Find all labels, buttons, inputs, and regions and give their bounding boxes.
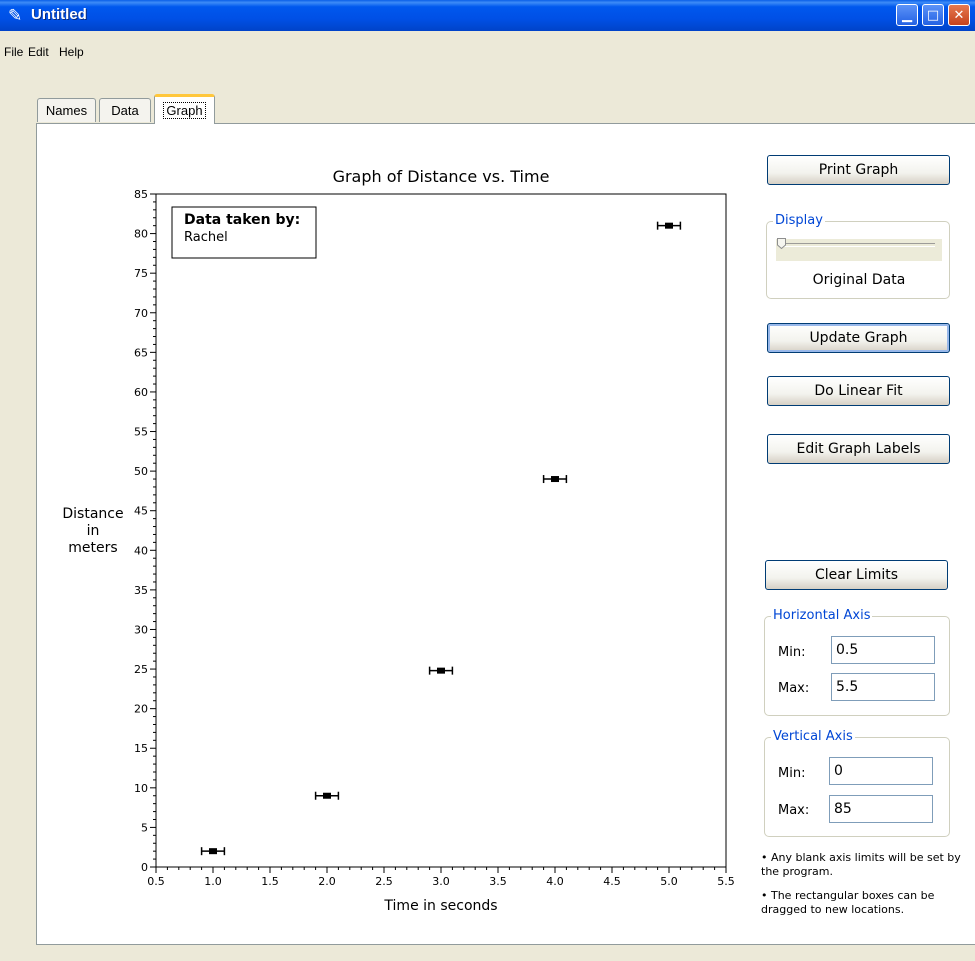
x-tick-label: 5.5: [717, 875, 735, 888]
y-tick-label: 0: [141, 861, 148, 874]
distance-time-chart: Graph of Distance vs. Time 0.5 1.0 1.5 2.0 2.…: [62, 167, 735, 914]
v-max-label: Max:: [778, 803, 810, 818]
data-point: [209, 848, 217, 855]
data-point: [551, 476, 559, 483]
x-tick-label: 4.5: [603, 875, 621, 888]
display-mode-text: Original Data: [812, 272, 906, 288]
y-tick-label: 15: [134, 742, 148, 755]
tab-graph[interactable]: Graph: [154, 94, 215, 124]
y-tick-label: 20: [134, 703, 148, 716]
tab-data[interactable]: Data: [99, 98, 151, 122]
y-tick-label: 80: [134, 228, 148, 241]
edit-graph-labels-label: Edit Graph Labels: [796, 441, 921, 457]
horizontal-axis-legend: Horizontal Axis: [771, 608, 873, 623]
menu-help[interactable]: Help: [59, 45, 84, 59]
x-tick-label: 0.5: [147, 875, 165, 888]
x-tick-label: 1.5: [261, 875, 279, 888]
h-max-label: Max:: [778, 681, 810, 696]
v-max-input[interactable]: [829, 795, 933, 823]
h-min-input[interactable]: [831, 636, 935, 664]
x-axis-label: Time in seconds: [383, 898, 497, 914]
y-tick-label: 70: [134, 307, 148, 320]
close-button[interactable]: ✕: [948, 4, 970, 26]
data-taken-by-heading: Data taken by:: [184, 212, 300, 228]
horizontal-axis-group: Horizontal Axis: [764, 608, 950, 716]
note-draggable-boxes: • The rectangular boxes can be dragged t…: [761, 889, 935, 916]
linear-fit-button[interactable]: Do Linear Fit: [767, 376, 950, 406]
data-point: [437, 667, 445, 674]
y-axis-label: in: [87, 523, 100, 539]
x-tick-label: 5.0: [660, 875, 678, 888]
clear-limits-label: Clear Limits: [814, 567, 899, 583]
display-slider-track: [781, 243, 935, 247]
data-point: [665, 222, 673, 229]
vertical-axis-group: Vertical Axis: [764, 729, 950, 837]
note-blank-limits: • Any blank axis limits will be set by t…: [761, 851, 961, 878]
edit-graph-labels-button[interactable]: Edit Graph Labels: [767, 434, 950, 464]
y-tick-label: 10: [134, 782, 148, 795]
close-icon: ✕: [953, 7, 965, 23]
x-tick-label: 3.0: [432, 875, 450, 888]
print-graph-label: Print Graph: [818, 162, 899, 178]
minimize-button[interactable]: ▁: [896, 4, 918, 26]
y-tick-label: 45: [134, 505, 148, 518]
minimize-icon: ▁: [902, 7, 912, 23]
x-tick-label: 1.0: [204, 875, 222, 888]
menu-file[interactable]: File: [4, 45, 24, 59]
tab-names[interactable]: Names: [37, 98, 96, 122]
y-tick-label: 55: [134, 426, 148, 439]
y-axis-label: meters: [68, 540, 117, 556]
x-tick-label: 2.5: [375, 875, 393, 888]
data-taken-by-box[interactable]: [171, 206, 317, 259]
x-tick-label: 4.0: [546, 875, 564, 888]
update-graph-label: Update Graph: [809, 330, 908, 346]
clear-limits-button[interactable]: Clear Limits: [765, 560, 948, 590]
y-tick-label: 50: [134, 465, 148, 478]
chart-title: Graph of Distance vs. Time: [333, 167, 550, 186]
linear-fit-label: Do Linear Fit: [814, 383, 903, 399]
display-slider-thumb[interactable]: [777, 238, 786, 249]
tab-names-label: Names: [45, 103, 88, 118]
data-taken-by-name: Rachel: [184, 230, 228, 245]
v-min-input[interactable]: [829, 757, 933, 785]
data-point: [323, 792, 331, 799]
y-axis-label: Distance: [62, 506, 123, 522]
update-graph-button[interactable]: Update Graph: [767, 323, 950, 353]
menu-edit[interactable]: Edit: [28, 45, 49, 59]
y-tick-label: 60: [134, 386, 148, 399]
maximize-button[interactable]: □: [922, 4, 944, 26]
tab-data-label: Data: [111, 103, 139, 118]
y-tick-label: 25: [134, 663, 148, 676]
maximize-icon: □: [926, 7, 940, 23]
v-min-label: Min:: [778, 766, 806, 781]
y-tick-label: 35: [134, 584, 148, 597]
y-tick-label: 75: [134, 267, 148, 280]
h-min-label: Min:: [778, 645, 806, 660]
y-tick-label: 85: [134, 188, 148, 201]
title-bar[interactable]: ✎ Untitled ▁ □ ✕: [0, 0, 975, 31]
print-graph-button[interactable]: Print Graph: [767, 155, 950, 185]
display-group: Display: [766, 213, 950, 299]
window-title: Untitled: [31, 6, 87, 23]
app-icon: ✎: [8, 6, 23, 26]
y-tick-label: 5: [141, 821, 148, 834]
y-tick-label: 65: [134, 346, 148, 359]
display-slider[interactable]: [776, 239, 942, 261]
y-tick-label: 40: [134, 544, 148, 557]
graph-area: Graph of Distance vs. Time 0.5 1.0 1.5 2.0 2.…: [53, 152, 758, 925]
y-tick-label: 30: [134, 623, 148, 636]
x-tick-label: 3.5: [489, 875, 507, 888]
x-tick-label: 2.0: [318, 875, 336, 888]
h-max-input[interactable]: [831, 673, 935, 701]
vertical-axis-legend: Vertical Axis: [771, 729, 855, 744]
plot-frame: [155, 193, 727, 868]
tab-graph-label: Graph: [163, 102, 206, 119]
display-legend: Display: [773, 213, 825, 228]
